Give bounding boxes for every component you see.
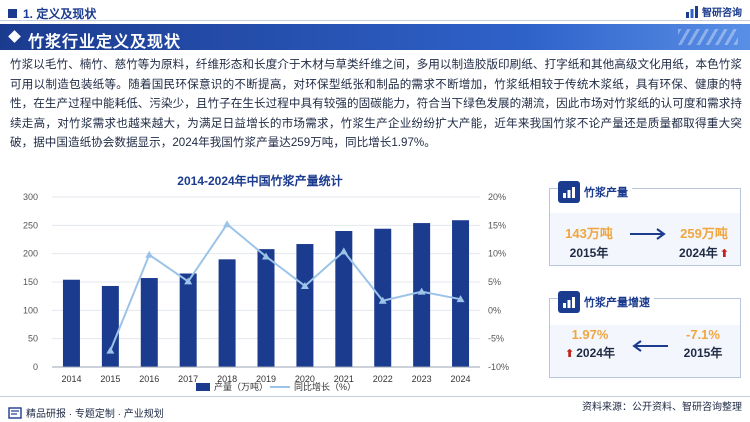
section-header: 1. 定义及现状 xyxy=(8,5,96,22)
growth-point xyxy=(417,287,426,295)
report-icon xyxy=(8,406,22,419)
x-tick-label: 2014 xyxy=(61,374,81,384)
title-bar: 竹浆行业定义及现状 xyxy=(0,24,750,51)
growth-point xyxy=(106,346,115,354)
x-tick-label: 2016 xyxy=(139,374,159,384)
y-right-tick-label: -10% xyxy=(488,362,509,372)
data-source: 资料来源：公开资料、智研咨询整理 xyxy=(582,402,742,413)
bar-chart-icon xyxy=(558,291,580,313)
bar xyxy=(452,220,470,367)
y-right-tick-label: 0% xyxy=(488,305,501,315)
bar xyxy=(140,278,158,367)
card-header: 竹浆产量增速 xyxy=(558,291,654,313)
y-left-tick-label: 0 xyxy=(33,362,38,372)
growth-line xyxy=(109,222,461,351)
brand-name: 智研咨询 xyxy=(702,8,742,19)
left-arrow-icon xyxy=(632,340,668,352)
intro-paragraph: 竹浆以毛竹、楠竹、慈竹等为原料，纤维形态和长度介于木材与草类纤维之间，多用以制造… xyxy=(10,58,742,149)
bar xyxy=(413,223,431,367)
metric-year: 2024年 xyxy=(679,246,718,260)
card-background xyxy=(550,325,740,377)
growth-point xyxy=(184,277,193,285)
growth-point xyxy=(145,250,154,258)
metric-from: 1.97% ⬆ 2024年 xyxy=(554,327,626,361)
y-left-tick-label: 100 xyxy=(23,305,38,315)
production-card: 竹浆产量 143万吨 2015年 259万吨 2024年 ⬆ xyxy=(549,181,742,266)
bar xyxy=(296,244,314,367)
y-left-tick-label: 250 xyxy=(23,220,38,230)
right-arrow-icon xyxy=(630,228,666,240)
y-right-tick-label: 10% xyxy=(488,249,506,259)
growth-point xyxy=(378,296,387,304)
bar xyxy=(101,285,119,367)
card-background xyxy=(550,213,740,265)
legend-label-production: 产量（万吨） xyxy=(214,381,268,392)
x-tick-label: 2017 xyxy=(178,374,198,384)
y-left-tick-label: 200 xyxy=(23,249,38,259)
footer-tagline-text: 精品研报 · 专题定制 · 产业规划 xyxy=(26,409,164,420)
y-right-tick-label: 15% xyxy=(488,220,506,230)
up-arrow-icon: ⬆ xyxy=(719,248,729,260)
y-left-tick-label: 50 xyxy=(28,334,38,344)
x-tick-label: 2024 xyxy=(451,374,471,384)
footer-tagline: 精品研报 · 专题定制 · 产业规划 xyxy=(8,405,164,420)
metric-year: 2015年 xyxy=(569,246,609,260)
legend-swatch-production xyxy=(196,383,210,391)
y-right-tick-label: -5% xyxy=(488,334,504,344)
footer-divider xyxy=(0,396,750,397)
card-label: 竹浆产量 xyxy=(584,187,628,199)
up-arrow-icon: ⬆ xyxy=(565,348,575,360)
metric-year: 2015年 xyxy=(683,346,723,360)
page-title: 竹浆行业定义及现状 xyxy=(28,34,182,51)
brand: 智研咨询 xyxy=(685,4,742,19)
x-tick-label: 2021 xyxy=(334,374,354,384)
growth-point xyxy=(223,220,232,228)
section-title: 1. 定义及现状 xyxy=(23,7,97,21)
bar xyxy=(335,231,353,367)
bar xyxy=(257,249,275,367)
bar xyxy=(179,273,197,367)
metric-value: 143万吨 xyxy=(565,226,613,241)
x-tick-label: 2018 xyxy=(217,374,237,384)
metric-value: 259万吨 xyxy=(680,226,728,241)
metric-from: 143万吨 2015年 xyxy=(558,223,620,261)
chart-title: 2014-2024年中国竹浆产量统计 xyxy=(177,174,343,188)
card-header: 竹浆产量 xyxy=(558,181,632,203)
card-label: 竹浆产量增速 xyxy=(584,297,650,309)
growth-point xyxy=(339,247,348,255)
metric-value: 1.97% xyxy=(571,327,609,342)
bar xyxy=(218,259,236,367)
y-left-tick-label: 300 xyxy=(23,192,38,202)
growth-card: 竹浆产量增速 1.97% ⬆ 2024年 -7.1% 2015年 xyxy=(549,291,741,378)
brand-logo-icon xyxy=(686,5,698,18)
x-tick-label: 2022 xyxy=(373,374,393,384)
metric-year: 2024年 xyxy=(576,346,615,360)
metric-to: 259万吨 2024年 ⬆ xyxy=(666,223,742,261)
legend-label-growth: 同比增长（%） xyxy=(294,381,356,392)
growth-point xyxy=(262,252,270,260)
x-tick-label: 2020 xyxy=(295,374,315,384)
y-left-tick-label: 150 xyxy=(23,277,38,287)
y-right-tick-label: 20% xyxy=(488,192,506,202)
growth-point xyxy=(300,281,309,289)
bar-chart-icon xyxy=(558,181,580,203)
y-right-tick-label: 5% xyxy=(488,277,501,287)
section-marker-icon xyxy=(8,9,17,18)
metric-value: -7.1% xyxy=(686,327,720,342)
bar xyxy=(62,279,80,367)
production-chart: 0 50 100 150 200 250 300 -10% -5% 0% 5% 10% 15% 20% 20… xyxy=(23,192,509,392)
diamond-icon xyxy=(8,30,21,43)
growth-point xyxy=(456,295,465,303)
decorative-stripes xyxy=(678,29,738,45)
x-tick-label: 2023 xyxy=(412,374,432,384)
x-tick-label: 2019 xyxy=(256,374,276,384)
x-tick-label: 2015 xyxy=(100,374,120,384)
top-divider xyxy=(0,20,750,21)
metric-to: -7.1% 2015年 xyxy=(668,327,738,361)
